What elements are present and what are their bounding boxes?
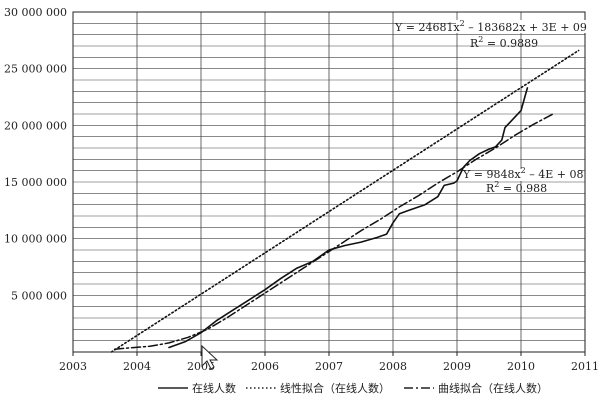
series-line-linear-fit	[110, 49, 580, 353]
equation-2-bg	[496, 169, 578, 181]
x-axis-tick-label: 2003	[59, 360, 87, 373]
x-axis-tick-label: 2007	[315, 360, 343, 373]
x-axis-tick-label: 2006	[251, 360, 279, 373]
y-axis-tick-labels: 5 000 000 10 000 000 15 000 000 20 000 000 2…	[4, 6, 67, 302]
legend-label-linear-fit: 线性拟合（在线人数）	[280, 381, 390, 395]
axes	[72, 11, 586, 356]
equation-1-bg	[456, 20, 593, 33]
x-axis-tick-label: 2009	[443, 360, 471, 373]
legend-item-curve-fit: 曲线拟合（在线人数）	[404, 381, 548, 395]
legend: 在线人数 线性拟合（在线人数） 曲线拟合（在线人数）	[158, 381, 548, 395]
y-axis-tick-label: 5 000 000	[11, 289, 67, 302]
legend-item-online-users: 在线人数	[158, 381, 236, 395]
y-axis-tick-label: 20 000 000	[4, 119, 67, 132]
legend-item-linear-fit: 线性拟合（在线人数）	[246, 381, 390, 395]
x-axis-tick-label: 2004	[123, 360, 151, 373]
y-axis-tick-label: 15 000 000	[4, 176, 67, 189]
y-axis-tick-label: 25 000 000	[4, 63, 67, 76]
equation-2-text: Y = 9848x2 – 4E + 08	[462, 166, 584, 181]
y-axis-tick-label: 10 000 000	[4, 233, 67, 246]
series-layer	[110, 49, 580, 353]
trend-equation-second: Y = 9848x2 – 4E + 08 R2 = 0.988	[462, 166, 584, 195]
mouse-pointer-icon	[201, 344, 219, 370]
r-squared-2-text: R2 = 0.988	[486, 180, 547, 195]
series-line-online-users	[168, 87, 529, 349]
equation-1-text: Y = 24681x2 – 183682x + 3E + 09	[394, 19, 587, 34]
trend-equation-quadratic: Y = 24681x2 – 183682x + 3E + 09 R2 = 0.9…	[394, 19, 593, 50]
r-squared-1-text: R2 = 0.9889	[470, 35, 538, 50]
x-axis-tick-label: 2010	[507, 360, 535, 373]
x-axis-tick-label: 2011	[571, 360, 599, 373]
y-axis-tick-label: 30 000 000	[4, 6, 67, 19]
series-line-curve-fit	[113, 113, 554, 350]
legend-label-curve-fit: 曲线拟合（在线人数）	[438, 381, 548, 395]
x-axis-tick-labels: 2003 2004 2005 2006 2007 2008 2009 2010 2011	[59, 360, 599, 373]
x-axis-tick-label: 2008	[379, 360, 407, 373]
legend-label-online-users: 在线人数	[192, 381, 236, 395]
